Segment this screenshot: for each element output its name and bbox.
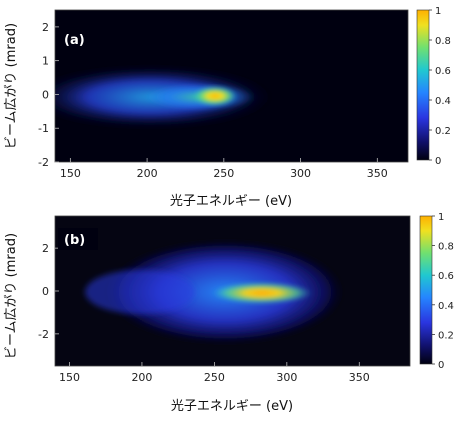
colorbar-b — [419, 215, 433, 365]
panel-label-a: (a) — [64, 33, 85, 48]
x-tick-label: 150 — [59, 371, 80, 384]
x-ticks-b: 150 200 250 300 350 — [59, 362, 370, 384]
y-tick-label: -2 — [38, 156, 49, 169]
colorbar-a — [416, 9, 430, 161]
y-axis-title-b: ビーム広がり (mrad) — [4, 233, 19, 359]
distribution-peak-a — [193, 86, 237, 106]
colorbar-tick-label: 1 — [435, 6, 441, 17]
colorbar-tick-label: 1 — [438, 212, 444, 223]
panel-label-bg-b — [58, 228, 98, 250]
plot-frame-a — [54, 9, 409, 163]
x-axis-title-b: 光子エネルギー (eV) — [171, 399, 293, 414]
x-ticks-a: 150 200 250 300 350 — [60, 158, 388, 180]
x-tick-label: 150 — [60, 167, 81, 180]
colorbar-tick-label: 0.4 — [438, 301, 454, 312]
x-tick-label: 300 — [276, 371, 297, 384]
colorbar-tick-label: 0.8 — [435, 36, 451, 47]
x-tick-label: 250 — [204, 371, 225, 384]
colorbar-tick-label: 0.2 — [438, 330, 454, 341]
x-axis-title-a: 光子エネルギー (eV) — [170, 194, 292, 209]
panel-a: 150 200 250 300 350 -2 -1 0 1 2 (a) 光子エネルギー (eV)… — [4, 6, 451, 209]
colorbar-tick-label: 0.2 — [435, 126, 451, 137]
panel-b: 150 200 250 300 350 -2 0 2 (b) 光子エネルギー (eV) ビー… — [4, 212, 454, 414]
distribution-tail-b — [85, 270, 195, 314]
x-tick-label: 200 — [131, 371, 152, 384]
colorbar-tick-label: 0.8 — [438, 242, 454, 253]
y-tick-label: 2 — [42, 242, 49, 255]
colorbar-tick-label: 0.6 — [438, 271, 454, 282]
y-tick-label: 1 — [42, 55, 49, 68]
panel-label-b: (b) — [64, 233, 85, 248]
colorbar-tick-label: 0.6 — [435, 66, 451, 77]
colorbar-tick-label: 0.4 — [435, 96, 451, 107]
x-tick-label: 300 — [290, 167, 311, 180]
colorbar-ticks-a: 0 0.2 0.4 0.6 0.8 1 — [429, 6, 451, 167]
y-tick-label: -2 — [38, 328, 49, 341]
y-axis-title-a: ビーム広がり (mrad) — [4, 23, 19, 149]
colorbar-ticks-b: 0 0.2 0.4 0.6 0.8 1 — [432, 212, 454, 371]
y-tick-label: -1 — [38, 122, 49, 135]
colorbar-tick-label: 0 — [438, 360, 444, 371]
panel-label-bg-a — [58, 29, 94, 49]
y-ticks-a: -2 -1 0 1 2 — [38, 21, 59, 169]
x-tick-label: 350 — [349, 371, 370, 384]
y-tick-label: 0 — [42, 88, 49, 101]
y-tick-label: 0 — [42, 285, 49, 298]
heatmap-a — [55, 65, 275, 129]
y-tick-label: 2 — [42, 21, 49, 34]
distribution-peak-b — [212, 282, 312, 304]
colorbar-tick-label: 0 — [435, 156, 441, 167]
heatmap-b — [85, 240, 345, 344]
y-ticks-b: -2 0 2 — [38, 242, 59, 341]
x-tick-label: 250 — [213, 167, 234, 180]
x-tick-label: 200 — [137, 167, 158, 180]
x-tick-label: 350 — [367, 167, 388, 180]
